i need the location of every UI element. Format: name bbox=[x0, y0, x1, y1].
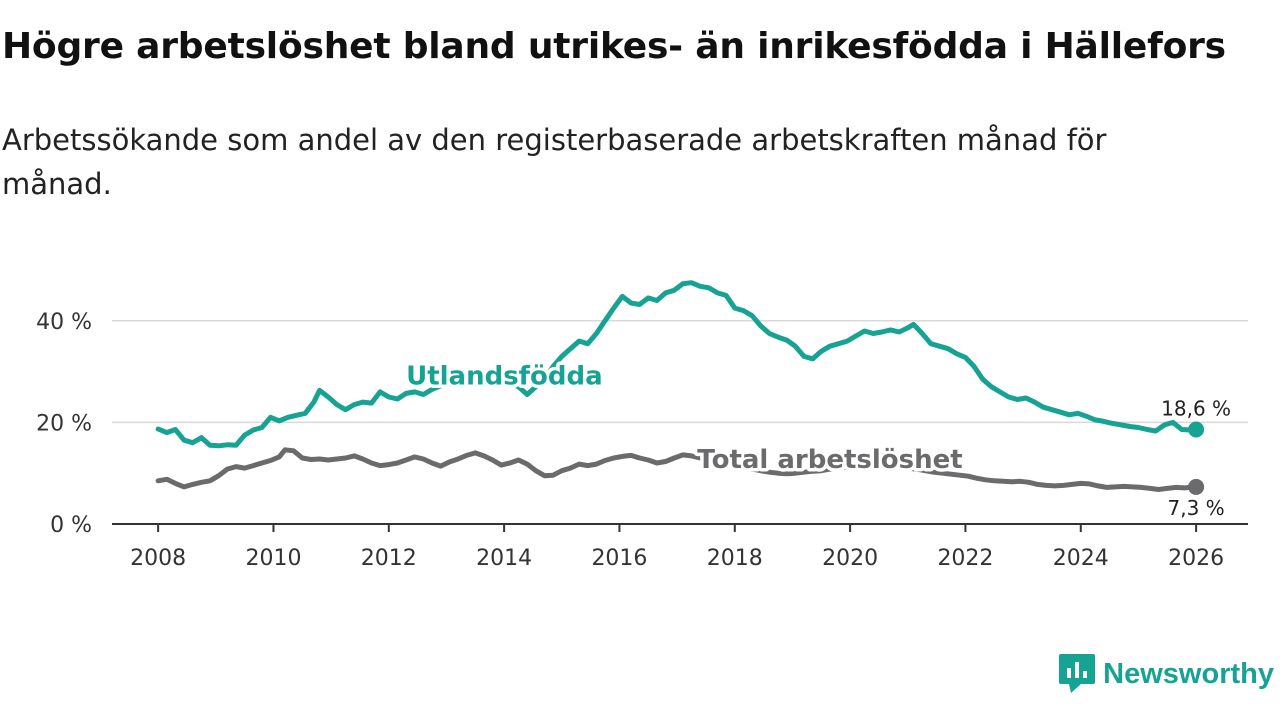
x-tick-label: 2020 bbox=[822, 546, 878, 571]
x-tick-label: 2010 bbox=[245, 546, 301, 571]
axes: 0 % 20 % 40 % 2008 2010 2012 2014 2016 2018 2020 2… bbox=[36, 310, 1248, 571]
y-tick-label: 0 % bbox=[50, 513, 92, 538]
chart-subtitle: Arbetssökande som andel av den registerb… bbox=[2, 123, 1107, 201]
x-tick-label: 2014 bbox=[476, 546, 532, 571]
end-value-label: 18,6 % bbox=[1161, 397, 1231, 421]
chart-title: Högre arbetslöshet bland utrikes- än inr… bbox=[2, 26, 1226, 67]
x-tick-label: 2018 bbox=[707, 546, 763, 571]
x-tick-label: 2022 bbox=[937, 546, 993, 571]
end-value-label: 7,3 % bbox=[1168, 496, 1225, 520]
series-label-utlandsfodda: Utlandsfödda bbox=[406, 361, 603, 391]
gridlines bbox=[112, 320, 1248, 424]
series-label-total-arbetsloshet: Total arbetslöshet bbox=[697, 445, 962, 475]
x-tick-label: 2008 bbox=[130, 546, 186, 571]
x-tick-label: 2016 bbox=[591, 546, 647, 571]
newsworthy-logo-icon bbox=[1059, 654, 1096, 693]
end-point-utlandsfodda bbox=[1188, 421, 1205, 438]
chart-labels: 18,6 % 7,3 % Utlandsfödda Total arbetslöshe… bbox=[403, 358, 1231, 520]
series-line-total-arbetsloshet bbox=[155, 447, 1199, 492]
x-tick-label: 2026 bbox=[1168, 546, 1224, 571]
x-tick-label: 2024 bbox=[1053, 546, 1109, 571]
y-tick-label: 20 % bbox=[36, 411, 92, 436]
x-tick-label: 2012 bbox=[361, 546, 417, 571]
y-tick-label: 40 % bbox=[36, 310, 92, 335]
newsworthy-logo-text: Newsworthy bbox=[1103, 657, 1274, 690]
end-point-total-arbetsloshet bbox=[1188, 478, 1205, 495]
series-lines bbox=[155, 280, 1205, 495]
series-line-utlandsfodda bbox=[155, 280, 1199, 449]
newsworthy-logo: Newsworthy bbox=[1059, 654, 1274, 694]
